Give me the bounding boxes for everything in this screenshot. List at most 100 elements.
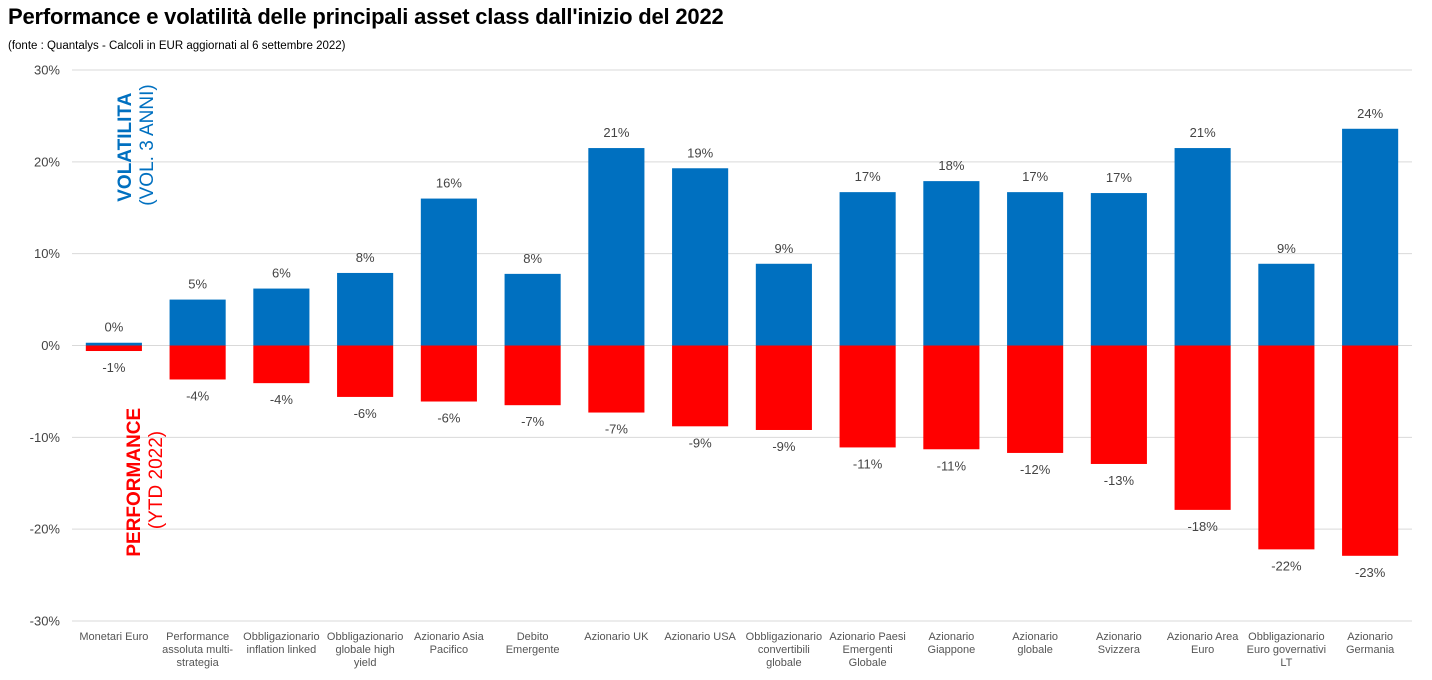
volatility-bar <box>755 263 812 346</box>
performance-bar <box>672 345 729 427</box>
performance-bar <box>1007 345 1064 453</box>
performance-data-label: -6% <box>437 411 461 426</box>
volatility-data-label: 8% <box>523 251 542 266</box>
performance-data-label: -1% <box>102 360 126 375</box>
volatility-bar <box>588 148 645 346</box>
y-tick-label: 20% <box>34 154 60 169</box>
category-label: Obbligazionario convertibili globale <box>746 631 822 669</box>
chart-subtitle: (fonte : Quantalys - Calcoli in EUR aggi… <box>8 40 346 52</box>
performance-data-label: -7% <box>521 414 545 429</box>
x-axis-categories: Monetari Euro Performance assoluta multi-s… <box>79 631 1395 669</box>
category-label: Azionario Paesi Emergenti Globale <box>829 631 905 669</box>
volatility-bar <box>420 198 477 346</box>
y-tick-label: 0% <box>41 338 60 353</box>
performance-data-label: -6% <box>354 406 378 421</box>
volatility-data-label: 5% <box>188 277 207 292</box>
volatility-data-label: 9% <box>1277 241 1296 256</box>
performance-data-label: -12% <box>1020 462 1051 477</box>
performance-bar <box>755 345 812 430</box>
chart-title: Performance e volatilità delle principal… <box>8 4 724 29</box>
performance-bar <box>1258 345 1315 550</box>
volatility-bar <box>839 192 896 346</box>
performance-bar <box>253 345 310 384</box>
volatility-data-label: 8% <box>356 250 375 265</box>
performance-data-label: -11% <box>937 458 967 473</box>
performance-bar <box>420 345 477 402</box>
volatility-bar <box>253 288 310 346</box>
performance-data-label: -23% <box>1355 565 1386 580</box>
volatility-legend-light: (VOL. 3 ANNI) <box>137 84 158 205</box>
performance-data-label: -4% <box>186 388 210 403</box>
performance-legend-text: PERFORMANCE (YTD 2022) <box>124 403 167 556</box>
volatility-bar <box>1258 263 1315 346</box>
volatility-bar <box>672 168 729 346</box>
performance-legend-light: (YTD 2022) <box>146 431 167 529</box>
volatility-data-label: 18% <box>938 158 964 173</box>
category-label: Azionario USA <box>664 631 736 643</box>
category-label: Azionario UK <box>584 631 649 643</box>
performance-bar <box>1090 345 1147 464</box>
category-label: Obbligazionario globale high yield <box>327 631 403 669</box>
volatility-bar <box>1090 193 1147 346</box>
category-label: Debito Emergente <box>506 631 560 656</box>
performance-data-label: -22% <box>1271 558 1302 573</box>
volatility-data-label: 17% <box>1106 170 1132 185</box>
volatility-legend: VOLATILITA (VOL. 3 ANNI) <box>115 84 158 205</box>
performance-data-label: -13% <box>1104 473 1135 488</box>
volatility-data-label: 17% <box>1022 169 1048 184</box>
category-label: Azionario Area Euro <box>1167 631 1239 656</box>
category-label: Azionario Svizzera <box>1096 631 1142 656</box>
performance-data-label: -18% <box>1187 519 1218 534</box>
volatility-bar <box>923 181 980 346</box>
performance-data-label: -9% <box>689 435 713 450</box>
volatility-bar <box>85 342 142 346</box>
volatility-bar <box>169 299 226 346</box>
volatility-data-label: 17% <box>855 169 881 184</box>
category-label: Azionario Asia Pacifico <box>414 631 485 656</box>
category-label: Monetari Euro <box>79 631 148 643</box>
y-tick-label: 10% <box>34 246 60 261</box>
category-label: Azionario Giappone <box>928 631 976 656</box>
category-label: Azionario Germania <box>1346 631 1395 656</box>
bars <box>85 128 1399 556</box>
performance-legend-strong: PERFORMANCE <box>124 408 145 557</box>
volatility-bar <box>504 273 561 346</box>
performance-data-label: -11% <box>853 456 883 471</box>
performance-bar <box>839 345 896 448</box>
volatility-data-label: 21% <box>603 125 629 140</box>
volatility-data-label: 21% <box>1190 125 1216 140</box>
performance-bar <box>1174 345 1231 510</box>
performance-data-label: -7% <box>605 422 629 437</box>
category-label: Obbligazionario Euro governativi LT <box>1247 631 1327 669</box>
performance-legend: PERFORMANCE (YTD 2022) <box>124 403 167 557</box>
y-axis-ticks: 30% 20% 10% 0% -10% -20% -30% <box>30 63 61 629</box>
performance-data-label: -4% <box>270 392 294 407</box>
performance-data-label: -9% <box>772 439 796 454</box>
category-label: Performance assoluta multi-strategia <box>162 631 233 669</box>
volatility-data-label: 9% <box>774 241 793 256</box>
y-tick-label: -10% <box>30 430 61 445</box>
volatility-data-label: 24% <box>1357 106 1383 121</box>
y-tick-label: 30% <box>34 63 60 78</box>
volatility-bar <box>1174 148 1231 346</box>
category-label: Obbligazionario inflation linked <box>243 631 319 656</box>
volatility-legend-strong: VOLATILITA <box>115 92 136 201</box>
volatility-bar <box>337 272 394 346</box>
y-tick-label: -30% <box>30 614 61 629</box>
volatility-bar <box>1007 192 1064 346</box>
volatility-legend-text: VOLATILITA (VOL. 3 ANNI) <box>115 84 158 205</box>
performance-bar <box>337 345 394 397</box>
performance-bar <box>923 345 980 450</box>
performance-bar <box>169 345 226 380</box>
volatility-data-label: 16% <box>436 176 462 191</box>
volatility-bar <box>1342 128 1399 346</box>
volatility-data-label: 6% <box>272 266 291 281</box>
performance-bar <box>85 345 142 352</box>
data-labels: 0% -1% 5% -4% 6% -4% 8% -6% 16% -6% 8% -7% 21% -7% 19%… <box>102 106 1385 580</box>
category-label: Azionario globale <box>1012 631 1058 656</box>
performance-bar <box>1342 345 1399 556</box>
volatility-data-label: 0% <box>104 320 123 335</box>
y-tick-label: -20% <box>30 522 61 537</box>
volatility-data-label: 19% <box>687 145 713 160</box>
